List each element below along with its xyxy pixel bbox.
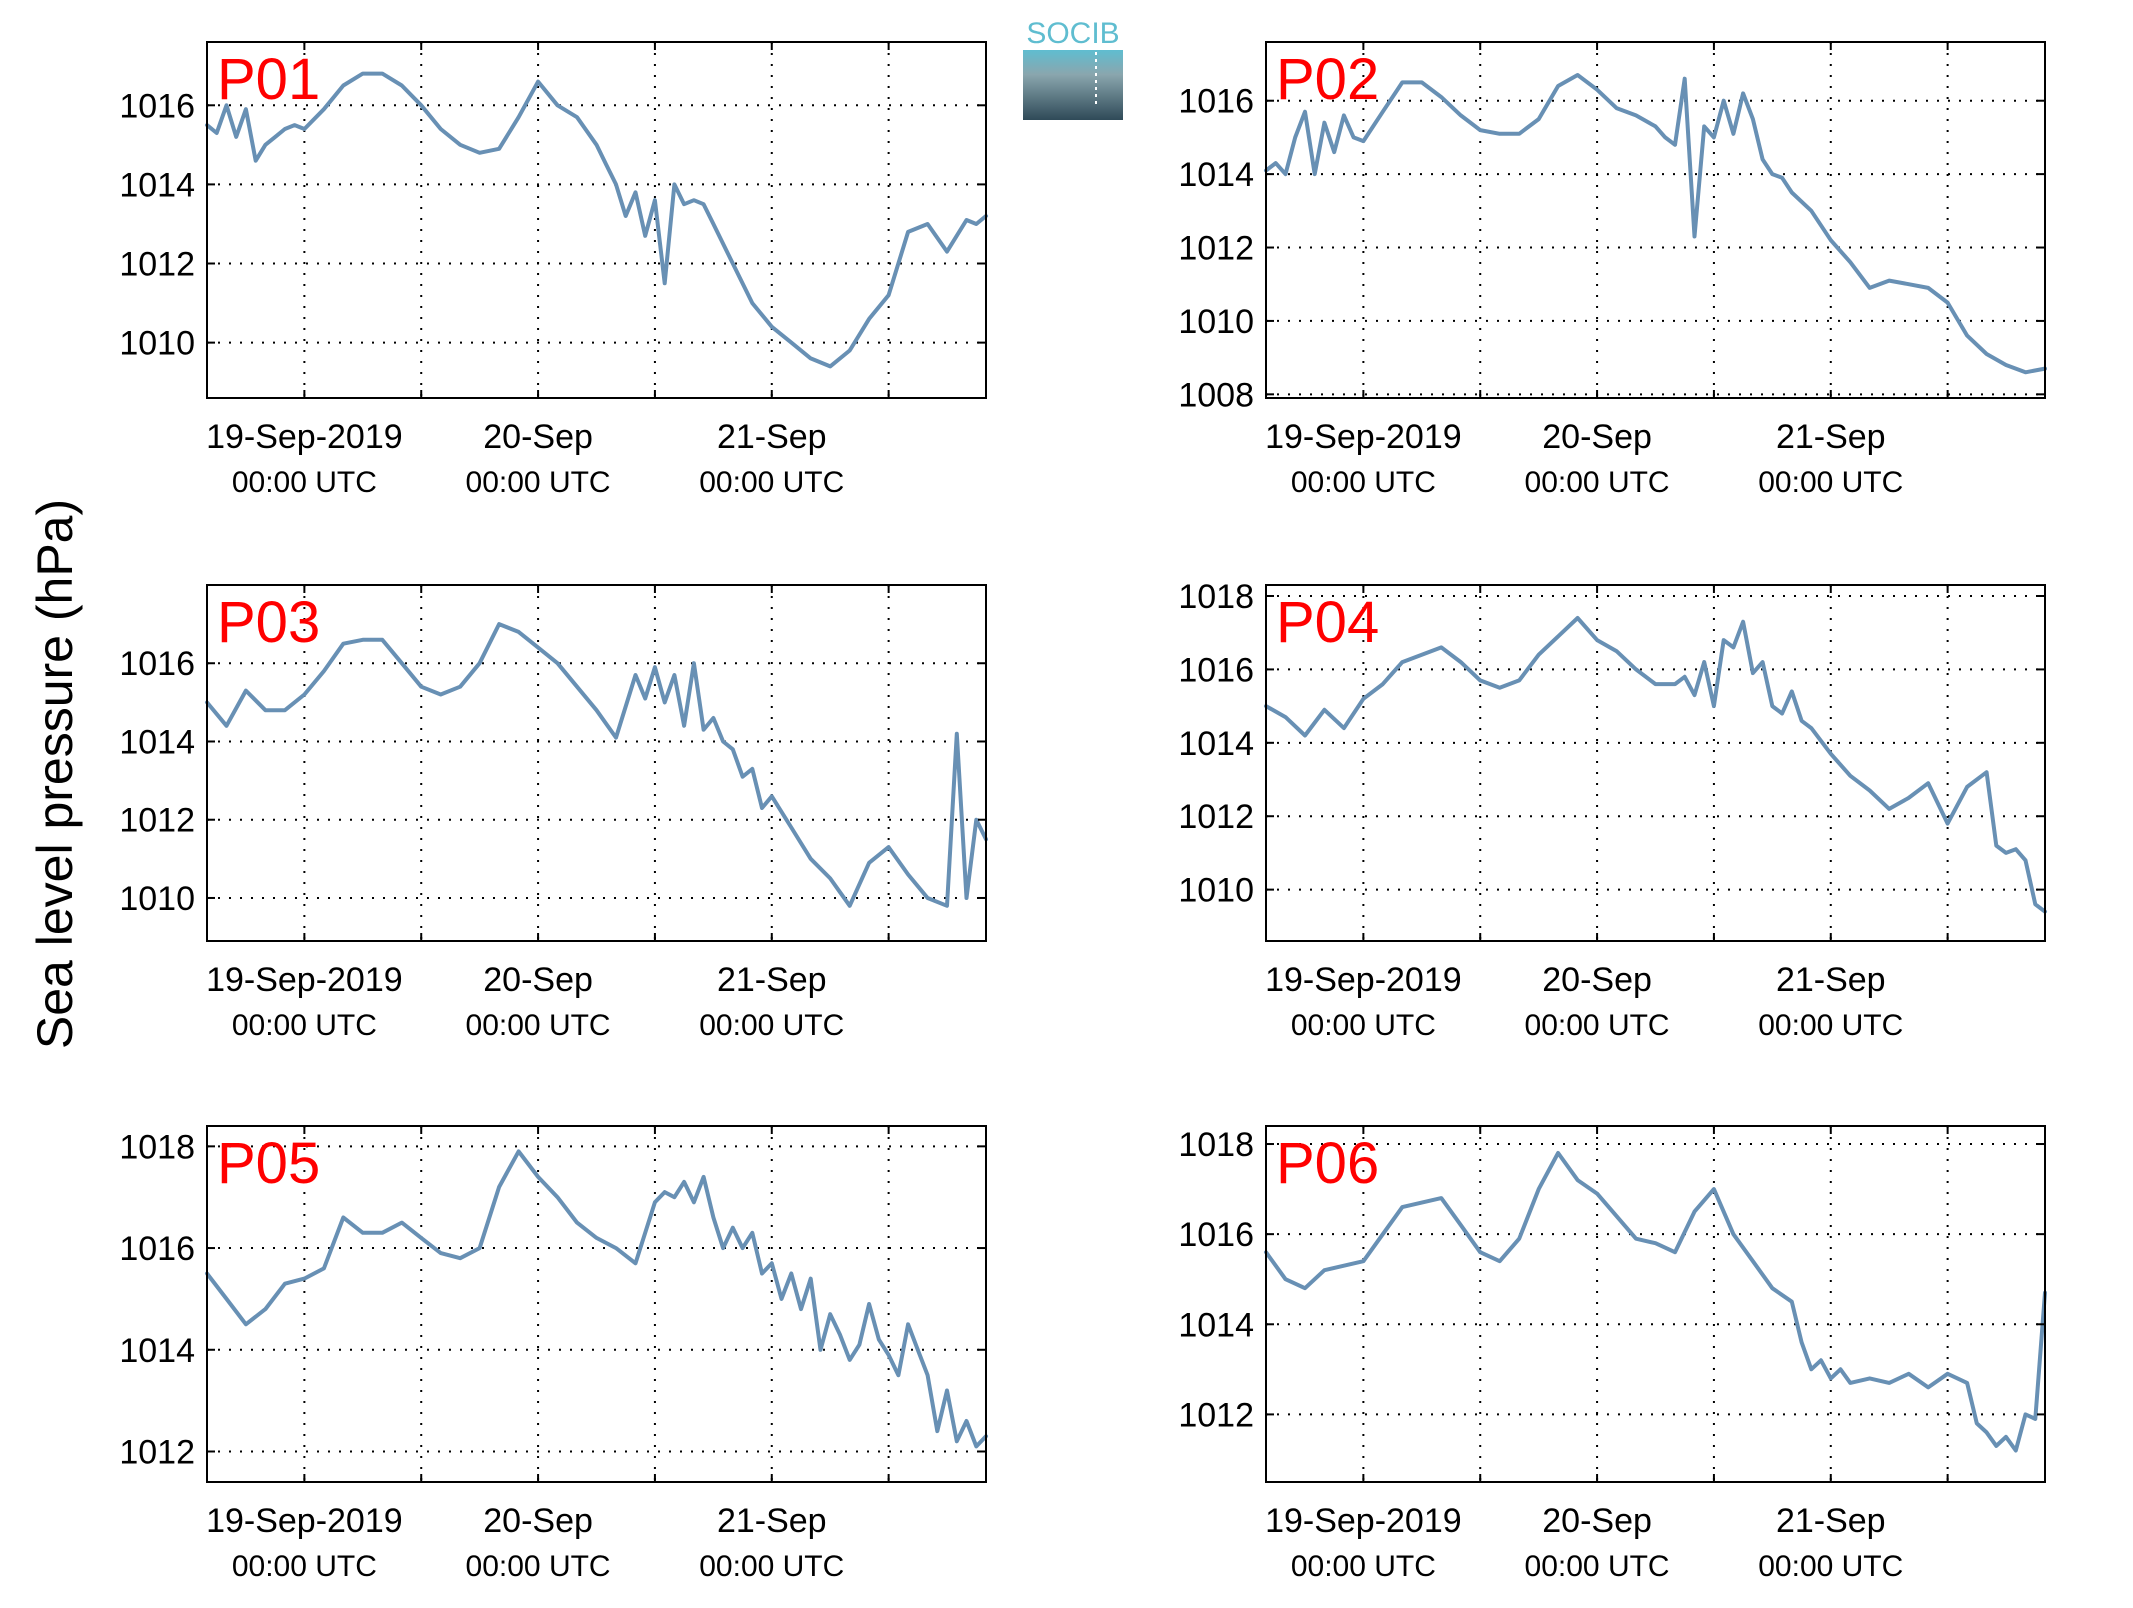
- axes-frame: [1265, 41, 2046, 399]
- axes-frame: [1265, 584, 2046, 942]
- x-tick-label: 19-Sep-2019: [206, 418, 403, 456]
- x-tick-time-label: 00:00 UTC: [1525, 1009, 1670, 1042]
- x-tick-time-label: 00:00 UTC: [699, 1009, 844, 1042]
- x-tick-label: 20-Sep: [1542, 418, 1652, 456]
- y-tick-label: 1010: [119, 880, 195, 918]
- x-tick-label: 20-Sep: [1542, 1502, 1652, 1540]
- y-tick-label: 1012: [1178, 798, 1254, 836]
- logo-text: SOCIB: [1026, 17, 1119, 50]
- y-tick-label: 1016: [1178, 83, 1254, 121]
- panel-p01: 1010 1012 1014 1016 19-Sep-2019 00:00 UTC 20-S…: [119, 41, 988, 499]
- x-tick-time-label: 00:00 UTC: [466, 1550, 611, 1583]
- panel-p05: 1012 1014 1016 1018 19-Sep-2019 00:00 UTC 20-S…: [119, 1125, 988, 1583]
- x-tick-time-label: 00:00 UTC: [1291, 1009, 1436, 1042]
- station-label: P04: [1276, 590, 1379, 655]
- x-tick-time-label: 00:00 UTC: [232, 1550, 377, 1583]
- logo-block: [1023, 50, 1123, 120]
- y-tick-label: 1016: [119, 1230, 195, 1268]
- x-tick-label: 21-Sep: [1776, 418, 1886, 456]
- x-tick-time-label: 00:00 UTC: [1758, 1009, 1903, 1042]
- x-tick-time-label: 00:00 UTC: [1291, 466, 1436, 499]
- y-tick-label: 1012: [119, 1433, 195, 1471]
- x-tick-time-label: 00:00 UTC: [1525, 466, 1670, 499]
- y-tick-label: 1014: [119, 166, 195, 204]
- axes-frame: [206, 584, 987, 942]
- y-tick-label: 1014: [1178, 156, 1254, 194]
- y-tick-label: 1016: [119, 87, 195, 125]
- y-tick-label: 1016: [1178, 1216, 1254, 1254]
- pressure-line: [1264, 73, 2047, 375]
- y-tick-label: 1018: [119, 1128, 195, 1166]
- x-tick-label: 20-Sep: [483, 961, 593, 999]
- y-tick-label: 1012: [1178, 230, 1254, 268]
- x-tick-label: 19-Sep-2019: [206, 1502, 403, 1540]
- x-tick-time-label: 00:00 UTC: [466, 1009, 611, 1042]
- x-tick-time-label: 00:00 UTC: [1758, 1550, 1903, 1583]
- axes-frame: [1265, 1125, 2046, 1483]
- x-tick-time-label: 00:00 UTC: [232, 466, 377, 499]
- pressure-line: [205, 71, 988, 369]
- x-tick-label: 20-Sep: [483, 1502, 593, 1540]
- x-tick-label: 21-Sep: [717, 418, 827, 456]
- y-axis-label: Sea level pressure (hPa): [27, 499, 83, 1049]
- station-label: P01: [217, 47, 320, 112]
- y-tick-label: 1012: [1178, 1396, 1254, 1434]
- panel-p02: 1008 1010 1012 1014 1016 19-Sep-2019 00:00 UTC…: [1178, 41, 2047, 499]
- x-tick-label: 19-Sep-2019: [206, 961, 403, 999]
- panel-p03: 1010 1012 1014 1016 19-Sep-2019 00:00 UTC 20-S…: [119, 584, 988, 1042]
- y-tick-label: 1014: [1178, 1306, 1254, 1344]
- y-tick-label: 1012: [119, 246, 195, 284]
- panel-p04: 1010 1012 1014 1016 1018 19-Sep-2019 00:00 UTC…: [1178, 578, 2047, 1042]
- pressure-line: [1264, 616, 2047, 914]
- y-tick-label: 1010: [119, 325, 195, 363]
- x-tick-label: 21-Sep: [717, 961, 827, 999]
- x-tick-label: 19-Sep-2019: [1265, 961, 1462, 999]
- x-tick-label: 21-Sep: [1776, 1502, 1886, 1540]
- axes-frame: [206, 41, 987, 399]
- pressure-line: [205, 1149, 988, 1449]
- x-tick-time-label: 00:00 UTC: [232, 1009, 377, 1042]
- y-tick-label: 1010: [1178, 303, 1254, 341]
- x-tick-label: 21-Sep: [717, 1502, 827, 1540]
- socib-logo: SOCIB: [1023, 17, 1123, 120]
- y-tick-label: 1014: [119, 723, 195, 761]
- y-tick-label: 1018: [1178, 578, 1254, 616]
- station-label: P05: [217, 1131, 320, 1196]
- panel-p06: 1012 1014 1016 1018 19-Sep-2019 00:00 UTC 20-S…: [1178, 1125, 2047, 1583]
- x-tick-label: 21-Sep: [1776, 961, 1886, 999]
- y-tick-label: 1014: [1178, 725, 1254, 763]
- axes-frame: [206, 1125, 987, 1483]
- x-tick-label: 19-Sep-2019: [1265, 1502, 1462, 1540]
- x-tick-time-label: 00:00 UTC: [1525, 1550, 1670, 1583]
- station-label: P02: [1276, 47, 1379, 112]
- x-tick-label: 20-Sep: [1542, 961, 1652, 999]
- x-tick-time-label: 00:00 UTC: [466, 466, 611, 499]
- x-tick-label: 19-Sep-2019: [1265, 418, 1462, 456]
- x-tick-time-label: 00:00 UTC: [699, 1550, 844, 1583]
- x-tick-time-label: 00:00 UTC: [1758, 466, 1903, 499]
- x-tick-time-label: 00:00 UTC: [699, 466, 844, 499]
- x-tick-label: 20-Sep: [483, 418, 593, 456]
- y-tick-label: 1012: [119, 802, 195, 840]
- pressure-line: [1264, 1151, 2047, 1453]
- station-label: P03: [217, 590, 320, 655]
- y-tick-label: 1014: [119, 1332, 195, 1370]
- y-tick-label: 1008: [1178, 376, 1254, 414]
- y-tick-label: 1016: [119, 645, 195, 683]
- pressure-line: [205, 622, 988, 908]
- station-label: P06: [1276, 1131, 1379, 1196]
- y-tick-label: 1016: [1178, 651, 1254, 689]
- x-tick-time-label: 00:00 UTC: [1291, 1550, 1436, 1583]
- y-tick-label: 1010: [1178, 872, 1254, 910]
- y-tick-label: 1018: [1178, 1126, 1254, 1164]
